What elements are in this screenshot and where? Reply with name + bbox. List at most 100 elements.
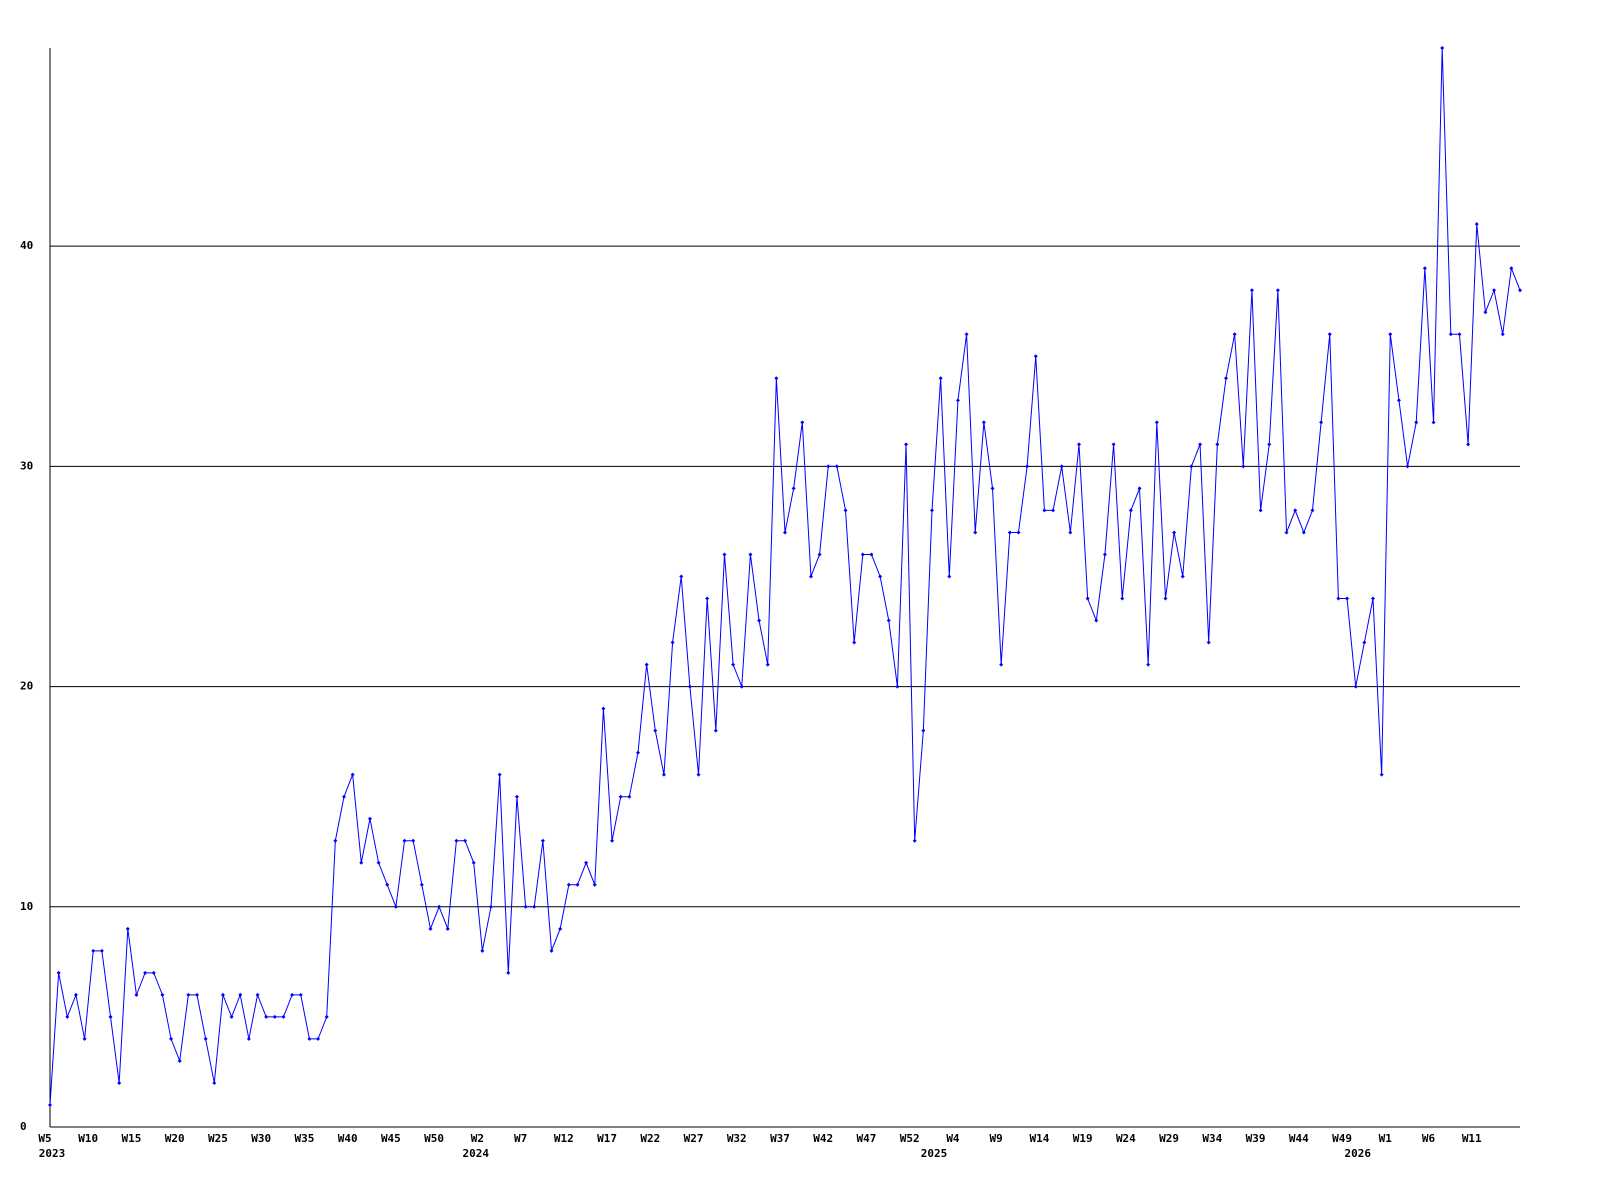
point	[739, 684, 744, 689]
point	[1474, 222, 1479, 227]
point	[644, 662, 649, 667]
point	[1518, 288, 1522, 293]
point	[1154, 420, 1159, 425]
x-tick-label: W22	[640, 1132, 660, 1145]
point	[834, 464, 839, 469]
point	[65, 1014, 70, 1019]
point	[1120, 596, 1125, 601]
point	[402, 838, 407, 843]
x-tick-label: W52	[900, 1132, 920, 1145]
point	[342, 794, 346, 799]
point	[774, 376, 779, 381]
point	[1319, 420, 1324, 425]
x-tick-label: W4	[946, 1132, 960, 1145]
point	[1353, 684, 1358, 689]
point	[549, 948, 554, 953]
year-label: 2024	[462, 1147, 489, 1160]
point	[1414, 420, 1419, 425]
point	[1405, 464, 1410, 469]
point	[627, 794, 632, 799]
point	[82, 1036, 87, 1041]
point	[1371, 596, 1375, 601]
point	[1440, 46, 1445, 50]
point	[1051, 508, 1056, 513]
point	[1198, 442, 1203, 447]
point	[1068, 530, 1073, 535]
point	[1345, 596, 1350, 601]
point	[151, 970, 156, 975]
point	[687, 684, 692, 689]
point	[471, 860, 476, 865]
x-tick-label: W12	[554, 1132, 574, 1145]
point	[1267, 442, 1272, 447]
point	[869, 552, 874, 557]
point	[177, 1058, 182, 1063]
point	[246, 1036, 251, 1041]
point	[1180, 574, 1185, 579]
x-tick-label: W44	[1289, 1132, 1309, 1145]
point	[220, 992, 225, 997]
point	[1483, 310, 1488, 315]
point	[108, 1014, 113, 1019]
x-tick-label: W11	[1462, 1132, 1482, 1145]
point	[826, 464, 831, 469]
point	[393, 904, 398, 909]
point	[195, 992, 199, 997]
point	[1224, 376, 1228, 381]
x-tick-label: W49	[1332, 1132, 1352, 1145]
point	[359, 860, 364, 865]
point	[757, 618, 762, 623]
x-tick-label: W2	[471, 1132, 484, 1145]
point	[1146, 662, 1151, 667]
point	[636, 750, 640, 755]
point	[783, 530, 787, 535]
point	[1448, 332, 1453, 337]
x-tick-label: W20	[165, 1132, 185, 1145]
point	[981, 420, 986, 425]
point	[1085, 596, 1090, 601]
point	[592, 882, 597, 887]
year-label: 2026	[1344, 1147, 1371, 1160]
point	[696, 772, 701, 777]
point	[1275, 288, 1280, 293]
point	[437, 904, 442, 909]
x-tick-label: W35	[294, 1132, 314, 1145]
point	[264, 1014, 269, 1019]
point	[56, 970, 61, 975]
point	[350, 772, 355, 777]
point	[143, 970, 148, 975]
point	[186, 992, 191, 997]
point	[1102, 552, 1107, 557]
point	[1396, 398, 1401, 403]
point	[255, 992, 260, 997]
point	[316, 1036, 321, 1041]
point	[558, 926, 563, 931]
x-tick-label: W24	[1116, 1132, 1136, 1145]
y-tick-label: 10	[20, 900, 33, 913]
point	[1258, 508, 1263, 513]
point	[134, 992, 139, 997]
point	[1206, 640, 1211, 645]
point	[973, 530, 978, 535]
point	[748, 552, 753, 557]
point	[713, 728, 718, 733]
point	[514, 794, 519, 799]
point	[661, 772, 666, 777]
point	[125, 926, 130, 931]
point	[990, 486, 995, 491]
x-tick-label: W47	[857, 1132, 877, 1145]
point	[1128, 508, 1133, 513]
x-tick-label: W50	[424, 1132, 444, 1145]
point	[1016, 530, 1021, 535]
point	[489, 904, 493, 909]
point	[1059, 464, 1064, 469]
point	[955, 398, 960, 403]
point	[91, 948, 96, 953]
point	[808, 574, 813, 579]
y-tick-label: 40	[20, 239, 33, 252]
x-tick-label: W6	[1422, 1132, 1436, 1145]
point	[947, 574, 952, 579]
y-tick-label: 30	[20, 459, 33, 472]
point	[722, 552, 727, 557]
